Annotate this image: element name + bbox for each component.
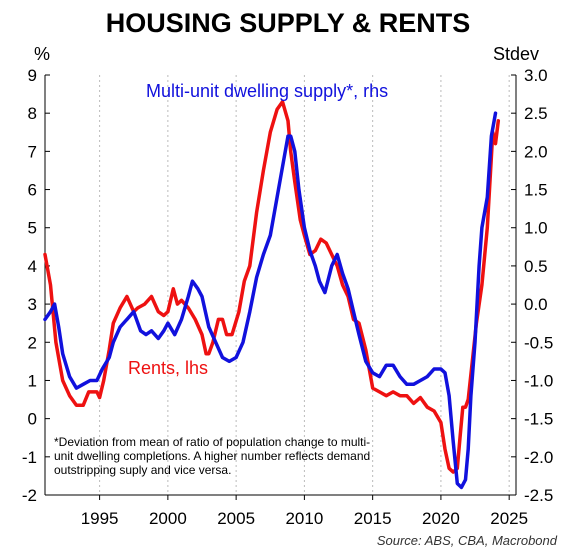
left-tick-label-4: 2: [28, 333, 37, 352]
right-axis-unit: Stdev: [493, 44, 539, 64]
left-axis-unit: %: [34, 44, 50, 64]
right-axis-ticks: -2.5 -2.0 -1.5 -1.0 -0.5 0.0 0.5 1.0 1.5 2.0 2.5 3.…: [511, 66, 553, 505]
right-tick-label-6: 0.5: [524, 257, 548, 276]
right-tick-label-7: 1.0: [524, 219, 548, 238]
left-tick-label-7: 5: [28, 219, 37, 238]
x-axis-ticks: 1995 2000 2005 2010 2015 2020 2025: [81, 495, 528, 528]
x-tick-label-2010: 2010: [285, 509, 323, 528]
right-tick-label-2: -1.5: [524, 410, 553, 429]
left-tick-label-2: 0: [28, 410, 37, 429]
x-tick-label-2005: 2005: [217, 509, 255, 528]
right-tick-label-0: -2.5: [524, 486, 553, 505]
left-tick-label-0: -2: [22, 486, 37, 505]
left-tick-label-1: -1: [22, 448, 37, 467]
note-line-1: *Deviation from mean of ratio of populat…: [54, 435, 370, 449]
x-tick-label-2000: 2000: [149, 509, 187, 528]
series-lines: [43, 99, 501, 490]
x-tick-label-1995: 1995: [81, 509, 119, 528]
left-axis-ticks: -2 -1 0 1 2 3 4 5 6 7 8 9: [22, 66, 50, 505]
right-tick-label-3: -1.0: [524, 371, 553, 390]
left-tick-label-9: 7: [28, 142, 37, 161]
supply-series-line: [43, 111, 498, 490]
x-tick-label-2025: 2025: [490, 509, 528, 528]
right-tick-label-11: 3.0: [524, 66, 548, 85]
chart-title: HOUSING SUPPLY & RENTS: [106, 8, 471, 38]
x-tick-label-2020: 2020: [422, 509, 460, 528]
left-tick-label-8: 6: [28, 181, 37, 200]
axes: [44, 75, 517, 496]
note-line-3: outstripping suply and vice versa.: [54, 463, 231, 477]
grid: [99, 75, 510, 495]
right-tick-label-9: 2.0: [524, 142, 548, 161]
source-note: Source: ABS, CBA, Macrobond: [377, 533, 558, 548]
left-tick-label-5: 3: [28, 295, 37, 314]
left-tick-label-3: 1: [28, 371, 37, 390]
rents-series-label: Rents, lhs: [128, 358, 208, 378]
x-tick-label-2015: 2015: [354, 509, 392, 528]
supply-series-label: Multi-unit dwelling supply*, rhs: [146, 81, 388, 101]
right-tick-label-5: 0.0: [524, 295, 548, 314]
right-tick-label-8: 1.5: [524, 181, 548, 200]
rents-series-line: [43, 99, 501, 474]
note-line-2: unit dwelling completions. A higher numb…: [54, 449, 370, 463]
left-tick-label-10: 8: [28, 104, 37, 123]
right-tick-label-10: 2.5: [524, 104, 548, 123]
right-tick-label-1: -2.0: [524, 448, 553, 467]
right-tick-label-4: -0.5: [524, 333, 553, 352]
left-tick-label-6: 4: [28, 257, 37, 276]
left-tick-label-11: 9: [28, 66, 37, 85]
